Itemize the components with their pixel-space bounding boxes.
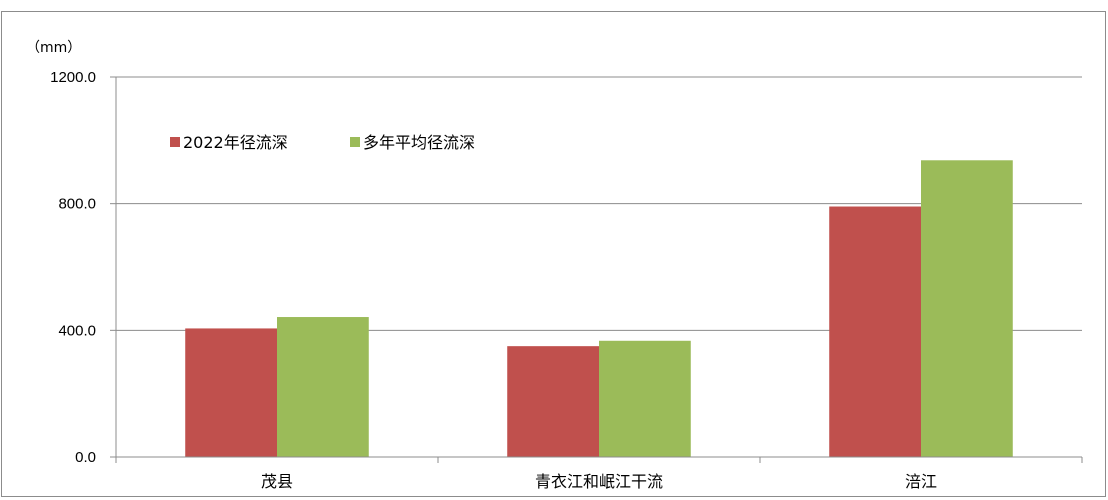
legend: 2022年径流深 多年平均径流深 (170, 133, 475, 152)
bar-series-1 (185, 328, 277, 457)
bar-series-1 (507, 346, 599, 457)
chart-frame (1, 11, 1106, 497)
bars (185, 160, 1013, 458)
x-category-label: 茂县 (261, 472, 293, 491)
legend-swatch-1 (170, 137, 180, 147)
x-category-label: 青衣江和岷江干流 (535, 472, 663, 491)
y-tick-label: 800.0 (58, 196, 96, 213)
y-tick-label: 0.0 (75, 449, 96, 466)
bar-series-2 (921, 160, 1013, 458)
y-tick-label: 400.0 (58, 322, 96, 339)
y-axis-unit-label: （mm） (26, 40, 81, 56)
legend-label-1: 2022年径流深 (183, 133, 288, 152)
x-category-label: 涪江 (905, 472, 937, 491)
legend-swatch-2 (350, 137, 360, 147)
bar-series-2 (599, 340, 691, 457)
legend-label-2: 多年平均径流深 (363, 133, 475, 152)
axes: 0.0 400.0 800.0 1200.0 茂县 青衣江和岷江干流 涪江 (50, 69, 1083, 491)
y-tick-label: 1200.0 (50, 69, 96, 86)
bar-series-2 (277, 317, 369, 457)
bar-series-1 (829, 206, 921, 457)
